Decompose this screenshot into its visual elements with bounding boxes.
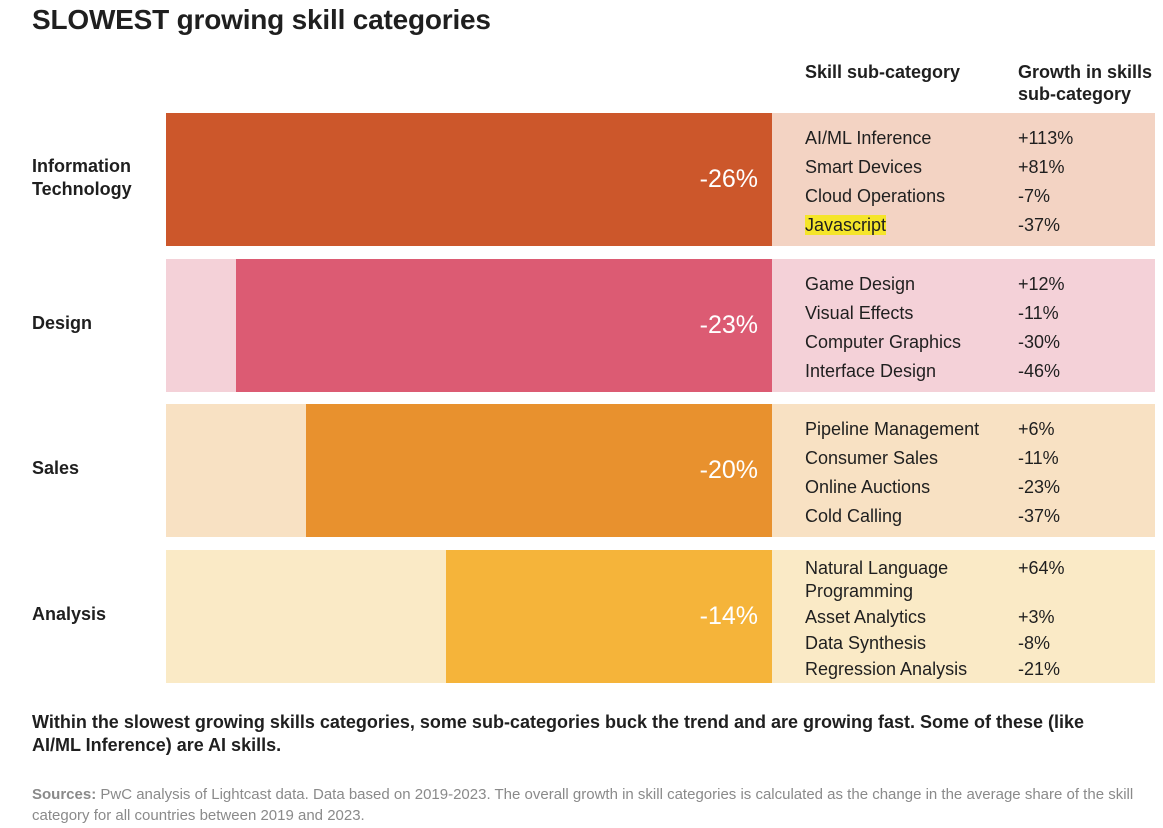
- subcategory-name: Asset Analytics: [805, 606, 1010, 629]
- subcategory-name: Interface Design: [805, 360, 1010, 383]
- subcategory-growth-value: -8%: [1018, 633, 1051, 653]
- subcategory-growth-value: -30%: [1018, 332, 1061, 352]
- subcategory-name-text: Pipeline Management: [805, 419, 980, 439]
- subcategory-name: Regression Analysis: [805, 658, 1010, 681]
- subcategory-growth-value: +64%: [1018, 558, 1065, 578]
- sources-text: PwC analysis of Lightcast data. Data bas…: [32, 786, 1134, 824]
- subcategory-name: Javascript: [805, 214, 1010, 237]
- subcategory-name: Computer Graphics: [805, 331, 1010, 354]
- subcategory-name-text: Consumer Sales: [805, 448, 939, 468]
- subcategory-growth-value: +12%: [1018, 274, 1065, 294]
- category-band: [166, 550, 1155, 683]
- subcategory-name: Cold Calling: [805, 505, 1010, 528]
- subcategory-name-text: Cloud Operations: [805, 186, 946, 206]
- bar: [166, 113, 772, 246]
- chart-title: SLOWEST growing skill categories: [32, 4, 491, 35]
- category-label: Sales: [32, 458, 80, 478]
- subcategory-growth-value: -7%: [1018, 186, 1051, 206]
- subcategory-name: Smart Devices: [805, 156, 1010, 179]
- subcategory-growth-value: +3%: [1018, 607, 1055, 627]
- subcategory-name-text: Cold Calling: [805, 506, 903, 526]
- subcategory-growth-value: -23%: [1018, 477, 1061, 497]
- category-label: Information Technology: [32, 155, 132, 199]
- sources-footnote: Sources: PwC analysis of Lightcast data.…: [32, 784, 1142, 826]
- subcategory-name-text: Interface Design: [805, 361, 937, 381]
- bar-value-label: -14%: [699, 601, 758, 630]
- subcategory-name: Natural Language Programming: [805, 557, 995, 603]
- subcategory-growth-value: -46%: [1018, 361, 1061, 381]
- subcategory-growth-value: -21%: [1018, 659, 1061, 679]
- subcategory-name: Online Auctions: [805, 476, 1010, 499]
- subcategory-growth-value: -11%: [1018, 303, 1059, 323]
- subcategory-name: Game Design: [805, 273, 1010, 296]
- subcategory-growth-value: +113%: [1018, 128, 1074, 148]
- subcategory-name-text: AI/ML Inference: [805, 128, 932, 148]
- subcategory-growth-value: -37%: [1018, 215, 1061, 235]
- bar: [235, 259, 772, 392]
- subcategory-growth-value: +81%: [1018, 157, 1065, 177]
- subcategory-name: Data Synthesis: [805, 632, 1010, 655]
- category-label: Design: [32, 313, 93, 333]
- subcategory-column-header: Skill sub-category: [805, 62, 961, 82]
- bar: [305, 404, 772, 537]
- category-label: Analysis: [32, 604, 107, 624]
- subcategory-name-text: Natural Language Programming: [805, 558, 949, 601]
- chart-note: Within the slowest growing skills catego…: [32, 712, 1085, 755]
- subcategory-name-text: Asset Analytics: [805, 607, 927, 627]
- category-band: [166, 404, 1155, 537]
- subcategory-growth-value: +6%: [1018, 419, 1055, 439]
- subcategory-name: Consumer Sales: [805, 447, 1010, 470]
- subcategory-name-text: Javascript: [805, 215, 887, 235]
- subcategory-name-text: Visual Effects: [805, 303, 914, 323]
- growth-column-header: Growth in skills sub-category: [1018, 62, 1153, 104]
- subcategory-name: Cloud Operations: [805, 185, 1010, 208]
- subcategory-growth-value: -11%: [1018, 448, 1059, 468]
- subcategory-name: Pipeline Management: [805, 418, 1010, 441]
- category-band: [166, 259, 1155, 392]
- bar-value-label: -20%: [699, 455, 758, 484]
- subcategory-name-text: Online Auctions: [805, 477, 931, 497]
- bar-value-label: -23%: [699, 310, 758, 339]
- subcategory-name-text: Regression Analysis: [805, 659, 968, 679]
- bar: [445, 550, 772, 683]
- subcategory-name-text: Game Design: [805, 274, 916, 294]
- subcategory-name: Visual Effects: [805, 302, 1010, 325]
- subcategory-name-text: Computer Graphics: [805, 332, 962, 352]
- subcategory-growth-value: -37%: [1018, 506, 1061, 526]
- subcategory-name-text: Data Synthesis: [805, 633, 927, 653]
- subcategory-name: AI/ML Inference: [805, 127, 1010, 150]
- subcategory-name-text: Smart Devices: [805, 157, 923, 177]
- category-band: [166, 113, 1155, 246]
- bar-value-label: -26%: [699, 164, 758, 193]
- sources-label: Sources:: [32, 786, 97, 803]
